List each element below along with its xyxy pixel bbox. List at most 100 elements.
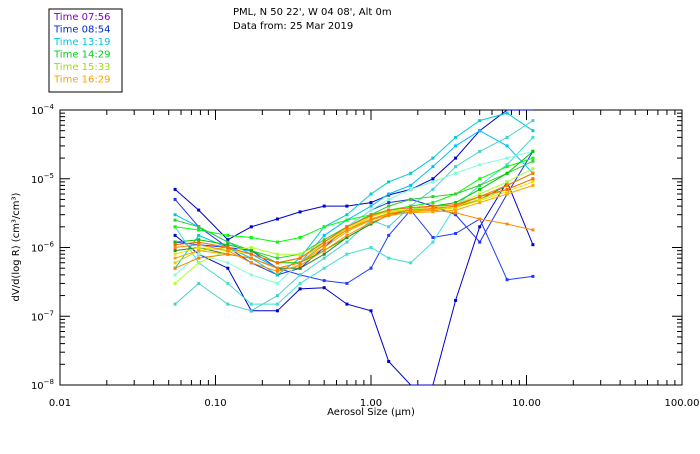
x-axis-label: Aerosol Size (μm) xyxy=(327,407,415,418)
data-point xyxy=(369,266,373,270)
data-point xyxy=(298,287,302,291)
data-point xyxy=(322,266,326,270)
axis-ticks xyxy=(60,110,682,385)
data-point xyxy=(322,249,326,253)
data-point xyxy=(531,129,535,133)
data-point xyxy=(505,180,509,184)
data-point xyxy=(478,201,482,205)
data-point xyxy=(197,249,201,253)
data-point xyxy=(387,197,391,201)
data-point xyxy=(275,252,279,256)
data-point xyxy=(197,233,201,237)
data-point xyxy=(531,156,535,160)
data-point xyxy=(454,165,458,169)
data-point xyxy=(478,187,482,191)
data-point xyxy=(322,238,326,242)
data-point xyxy=(387,214,391,218)
data-point xyxy=(322,279,326,283)
data-point xyxy=(369,201,373,205)
data-point xyxy=(197,208,201,212)
data-point xyxy=(226,233,230,237)
data-point xyxy=(505,111,509,115)
data-point xyxy=(173,256,177,260)
data-point xyxy=(173,243,177,247)
data-point xyxy=(431,180,435,184)
series-layer xyxy=(173,109,535,386)
data-point xyxy=(431,195,435,199)
data-point xyxy=(431,204,435,208)
data-point xyxy=(531,180,535,184)
data-point xyxy=(298,266,302,270)
data-point xyxy=(369,214,373,218)
data-point xyxy=(369,221,373,225)
data-point xyxy=(387,256,391,260)
series-or2 xyxy=(173,208,535,273)
series-line xyxy=(174,150,534,284)
data-point xyxy=(197,238,201,242)
x-tick-label: 0.01 xyxy=(49,398,71,409)
data-point xyxy=(345,213,349,217)
data-point xyxy=(531,119,535,123)
data-point xyxy=(197,225,201,229)
data-point xyxy=(387,192,391,196)
data-point xyxy=(197,240,201,244)
data-point xyxy=(531,228,535,232)
data-point xyxy=(322,204,326,208)
data-point xyxy=(454,192,458,196)
data-point xyxy=(431,156,435,160)
data-point xyxy=(226,240,230,244)
data-point xyxy=(454,298,458,302)
data-point xyxy=(298,210,302,214)
data-point xyxy=(409,187,413,191)
series-or4 xyxy=(173,177,535,265)
data-point xyxy=(173,225,177,229)
data-point xyxy=(197,281,201,285)
data-point xyxy=(387,208,391,212)
data-point xyxy=(173,252,177,256)
data-point xyxy=(454,144,458,148)
data-point xyxy=(345,228,349,232)
data-point xyxy=(531,171,535,175)
data-point xyxy=(275,256,279,260)
data-point xyxy=(431,210,435,214)
data-point xyxy=(454,171,458,175)
chart-title: PML, N 50 22', W 04 08', Alt 0m xyxy=(233,7,392,18)
data-point xyxy=(226,266,230,270)
data-point xyxy=(454,213,458,217)
data-point xyxy=(249,236,253,239)
data-point xyxy=(197,228,201,232)
data-point xyxy=(322,233,326,237)
legend-entry: Time 07:56 xyxy=(53,12,110,23)
data-point xyxy=(298,256,302,260)
data-point xyxy=(387,204,391,208)
data-point xyxy=(387,225,391,229)
data-point xyxy=(478,240,482,244)
x-tick-label: 1.00 xyxy=(360,398,382,409)
series-line xyxy=(175,178,534,264)
data-point xyxy=(226,302,230,306)
data-point xyxy=(478,199,482,203)
y-tick-label: 10−4 xyxy=(31,103,55,117)
data-point xyxy=(431,206,435,210)
series-line xyxy=(174,168,534,284)
data-point xyxy=(173,281,177,285)
data-point xyxy=(249,309,253,313)
data-point xyxy=(369,208,373,212)
data-point xyxy=(275,309,279,313)
data-point xyxy=(409,208,413,212)
data-point xyxy=(505,187,509,191)
data-point xyxy=(173,249,177,253)
data-point xyxy=(322,256,326,260)
data-point xyxy=(275,294,279,298)
data-point xyxy=(369,309,373,313)
data-point xyxy=(275,266,279,270)
data-point xyxy=(322,243,326,247)
data-point xyxy=(345,252,349,256)
data-point xyxy=(275,240,279,244)
data-point xyxy=(431,177,435,181)
data-point xyxy=(249,249,253,253)
data-point xyxy=(478,149,482,153)
data-point xyxy=(345,236,349,239)
